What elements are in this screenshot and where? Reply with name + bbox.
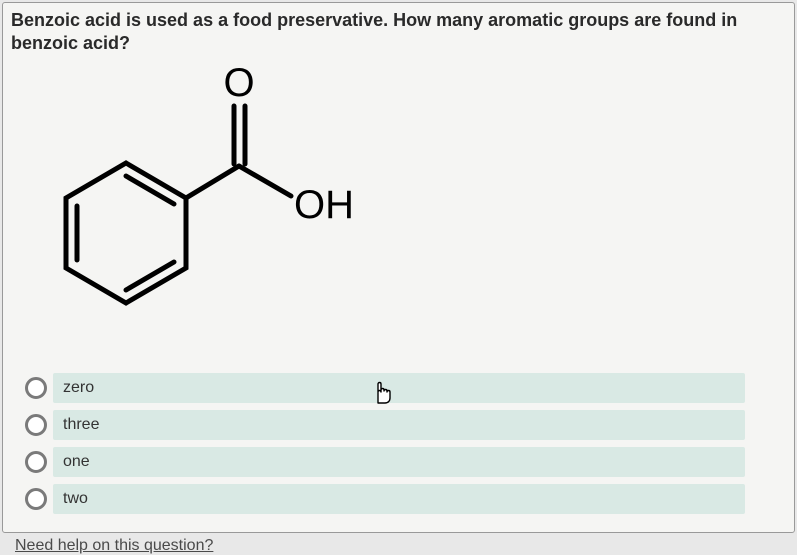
option-bg bbox=[53, 410, 745, 440]
option-two[interactable]: two bbox=[25, 482, 745, 516]
option-bg bbox=[53, 484, 745, 514]
option-one[interactable]: one bbox=[25, 445, 745, 479]
hydroxyl-label: OH bbox=[294, 183, 351, 227]
option-label: three bbox=[63, 416, 99, 434]
option-label: zero bbox=[63, 379, 94, 397]
radio-button[interactable] bbox=[25, 377, 47, 399]
benzoic-acid-structure: O OH bbox=[11, 58, 786, 363]
question-text: Benzoic acid is used as a food preservat… bbox=[11, 9, 786, 54]
option-label: one bbox=[63, 453, 90, 471]
pointer-cursor-icon bbox=[371, 381, 393, 410]
radio-button[interactable] bbox=[25, 488, 47, 510]
need-help-link[interactable]: Need help on this question? bbox=[15, 537, 213, 555]
chemical-structure-svg: O OH bbox=[11, 58, 351, 358]
radio-button[interactable] bbox=[25, 451, 47, 473]
radio-button[interactable] bbox=[25, 414, 47, 436]
quiz-container: Benzoic acid is used as a food preservat… bbox=[2, 2, 795, 533]
oxygen-label: O bbox=[223, 61, 254, 105]
option-three[interactable]: three bbox=[25, 408, 745, 442]
option-label: two bbox=[63, 490, 88, 508]
option-bg bbox=[53, 447, 745, 477]
option-bg bbox=[53, 373, 745, 403]
